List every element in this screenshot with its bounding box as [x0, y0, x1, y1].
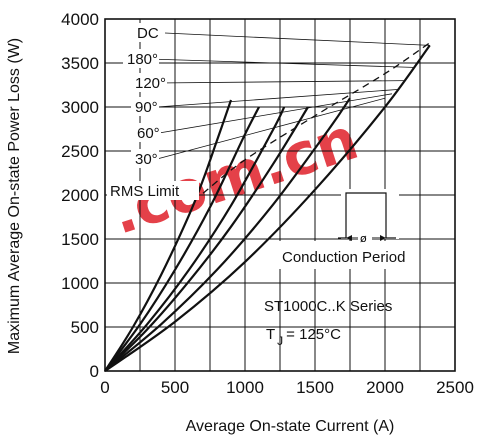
- curve-label: 60°: [137, 125, 160, 142]
- tj-sub: J: [277, 334, 283, 348]
- curves: [104, 42, 431, 372]
- y-tick-label: 1000: [61, 274, 99, 293]
- curve-label-background: [133, 123, 161, 142]
- y-tick-label: 0: [90, 362, 99, 381]
- tick-labels: 0 500 1000 1500 2000 2500 0 500 1000 1500 2000 2500…: [61, 10, 474, 397]
- conduction-period-label: Conduction Period: [282, 249, 405, 266]
- x-tick-label: 2500: [436, 378, 474, 397]
- series-line: [104, 106, 286, 372]
- curve-label-background: [123, 49, 159, 68]
- curve-labels: DC 180° 120° 90° 60° 30° RMS Limit: [107, 23, 430, 200]
- curve-label: 30°: [135, 151, 158, 168]
- y-tick-label: 1500: [61, 230, 99, 249]
- rms-limit-line: [202, 42, 431, 194]
- conduction-symbol-gap: [358, 230, 372, 244]
- conduction-symbol: ø: [360, 232, 367, 245]
- y-tick-label: 4000: [61, 10, 99, 29]
- plot-frame: [104, 18, 456, 372]
- curve-label: DC: [137, 25, 159, 42]
- conduction-label-background: [278, 241, 418, 269]
- curve-leader-line: [156, 97, 386, 160]
- series-line: [104, 97, 351, 372]
- x-tick-label: 500: [161, 378, 189, 397]
- x-tick-label: 0: [100, 378, 109, 397]
- y-tick-label: 2500: [61, 142, 99, 161]
- x-tick-label: 2000: [366, 378, 404, 397]
- curve-leader-line: [158, 93, 393, 134]
- x-tick-label: 1000: [226, 378, 264, 397]
- curve-label: 120°: [135, 75, 166, 92]
- series-line: [104, 106, 260, 372]
- y-tick-label: 500: [71, 318, 99, 337]
- rms-label-background: [107, 181, 199, 200]
- x-tick-label: 1500: [296, 378, 334, 397]
- rms-limit-label: RMS Limit: [110, 183, 180, 200]
- x-axis-label: Average On-state Current (A): [186, 418, 395, 435]
- curve-label-background: [131, 97, 159, 116]
- series-name-label: ST1000C..K Series: [264, 298, 392, 315]
- curve-label-background: [131, 149, 159, 168]
- conduction-pulse: [338, 192, 396, 239]
- curve-label: 180°: [127, 51, 158, 68]
- curve-label-background: [131, 73, 167, 92]
- curve-leader-line: [148, 58, 414, 68]
- plot-border: [104, 18, 456, 372]
- curve-label-background: [133, 23, 161, 42]
- y-tick-label: 3500: [61, 54, 99, 73]
- tj-main: T: [266, 326, 275, 343]
- y-tick-label: 2000: [61, 186, 99, 205]
- y-axis-label: Maximum Average On-state Power Loss (W): [6, 38, 23, 354]
- curve-leader-line: [164, 32, 430, 46]
- curve-leader-line: [156, 80, 407, 84]
- conduction-period-inset: ø Conduction Period: [278, 189, 418, 269]
- series-line: [104, 106, 309, 372]
- series-line: [104, 99, 233, 372]
- tj-rest: = 125°C: [286, 326, 341, 343]
- curve-label: 90°: [135, 99, 158, 116]
- tj-label: T J = 125°C: [266, 326, 341, 348]
- series-line: [104, 44, 431, 372]
- curve-leader-line: [156, 89, 400, 108]
- y-tick-label: 3000: [61, 98, 99, 117]
